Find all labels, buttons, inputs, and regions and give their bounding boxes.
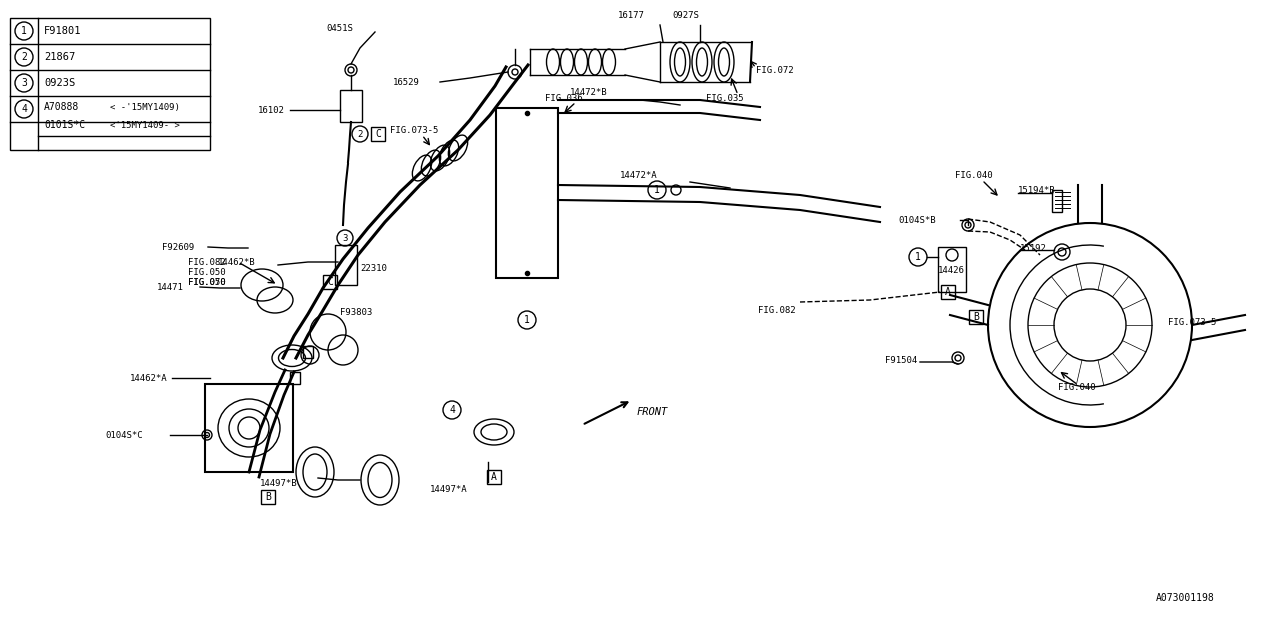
Text: B: B	[265, 492, 271, 502]
Bar	[371, 127, 385, 141]
Text: 3: 3	[20, 78, 27, 88]
Text: A: A	[945, 287, 951, 297]
Text: 14462*B: 14462*B	[218, 257, 256, 266]
Text: F93803: F93803	[340, 307, 372, 317]
Text: 14426: 14426	[938, 266, 965, 275]
Bar	[497, 108, 558, 278]
Text: FIG.072: FIG.072	[756, 65, 794, 74]
Text: 0104S*B: 0104S*B	[899, 216, 936, 225]
Text: 0101S*C: 0101S*C	[44, 120, 86, 130]
Bar	[205, 384, 293, 472]
Text: A: A	[492, 472, 497, 482]
Bar	[303, 346, 314, 358]
Text: 16177: 16177	[618, 10, 645, 19]
Text: F91801: F91801	[44, 26, 82, 36]
Bar	[10, 18, 210, 150]
Text: FIG.073-5: FIG.073-5	[1169, 317, 1216, 326]
Text: 2: 2	[357, 129, 362, 138]
Text: FIG.050: FIG.050	[188, 278, 225, 287]
Text: 3: 3	[342, 234, 348, 243]
Text: F92609: F92609	[163, 243, 195, 252]
Text: FIG.040: FIG.040	[955, 170, 992, 179]
Text: <'15MY1409- >: <'15MY1409- >	[110, 120, 180, 129]
Text: FIG.070: FIG.070	[188, 278, 225, 287]
Text: A073001198: A073001198	[1156, 593, 1215, 603]
Text: 14497*B: 14497*B	[260, 479, 298, 488]
Text: A70888: A70888	[44, 102, 79, 112]
Text: C: C	[375, 129, 381, 139]
Text: 14472*B: 14472*B	[570, 88, 608, 97]
Text: 1: 1	[524, 315, 530, 325]
Text: 14471: 14471	[157, 282, 184, 291]
Bar	[1052, 190, 1062, 212]
Text: 2: 2	[20, 52, 27, 62]
Text: 21867: 21867	[44, 52, 76, 62]
Bar	[938, 247, 966, 292]
Text: 0923S: 0923S	[44, 78, 76, 88]
Text: FIG.050: FIG.050	[188, 268, 225, 276]
Bar	[941, 285, 955, 299]
Text: FIG.040: FIG.040	[1059, 383, 1096, 392]
Text: 0104S*C: 0104S*C	[105, 431, 142, 440]
Text: 4: 4	[449, 405, 454, 415]
Bar	[291, 372, 300, 384]
Text: FIG.082: FIG.082	[188, 257, 225, 266]
Text: FRONT: FRONT	[637, 407, 668, 417]
Text: C: C	[328, 277, 333, 287]
Text: 4: 4	[20, 104, 27, 114]
Text: 14462*A: 14462*A	[131, 374, 168, 383]
Text: 16102: 16102	[259, 106, 285, 115]
Bar	[486, 470, 500, 484]
Text: 0451S: 0451S	[326, 24, 353, 33]
Bar	[261, 490, 275, 504]
Text: 1: 1	[20, 26, 27, 36]
Bar	[340, 90, 362, 122]
Text: 16529: 16529	[393, 77, 420, 86]
Text: FIG.082: FIG.082	[758, 305, 796, 314]
Text: 14472*A: 14472*A	[620, 170, 658, 179]
Text: FIG.073-5: FIG.073-5	[390, 125, 438, 134]
Text: 1: 1	[915, 252, 920, 262]
Text: FIG.035: FIG.035	[707, 93, 744, 102]
Text: B: B	[973, 312, 979, 322]
Text: 15192: 15192	[1020, 243, 1047, 253]
Text: F91504: F91504	[884, 355, 918, 365]
Text: FIG.036: FIG.036	[545, 93, 582, 102]
Bar	[335, 245, 357, 285]
Text: < -'15MY1409): < -'15MY1409)	[110, 102, 180, 111]
Text: 22310: 22310	[360, 264, 387, 273]
Text: 15194*B: 15194*B	[1018, 186, 1056, 195]
Text: 1: 1	[654, 185, 660, 195]
Text: 14497*A: 14497*A	[430, 486, 467, 495]
Text: 0927S: 0927S	[672, 10, 699, 19]
Bar	[323, 275, 337, 289]
Bar	[969, 310, 983, 324]
